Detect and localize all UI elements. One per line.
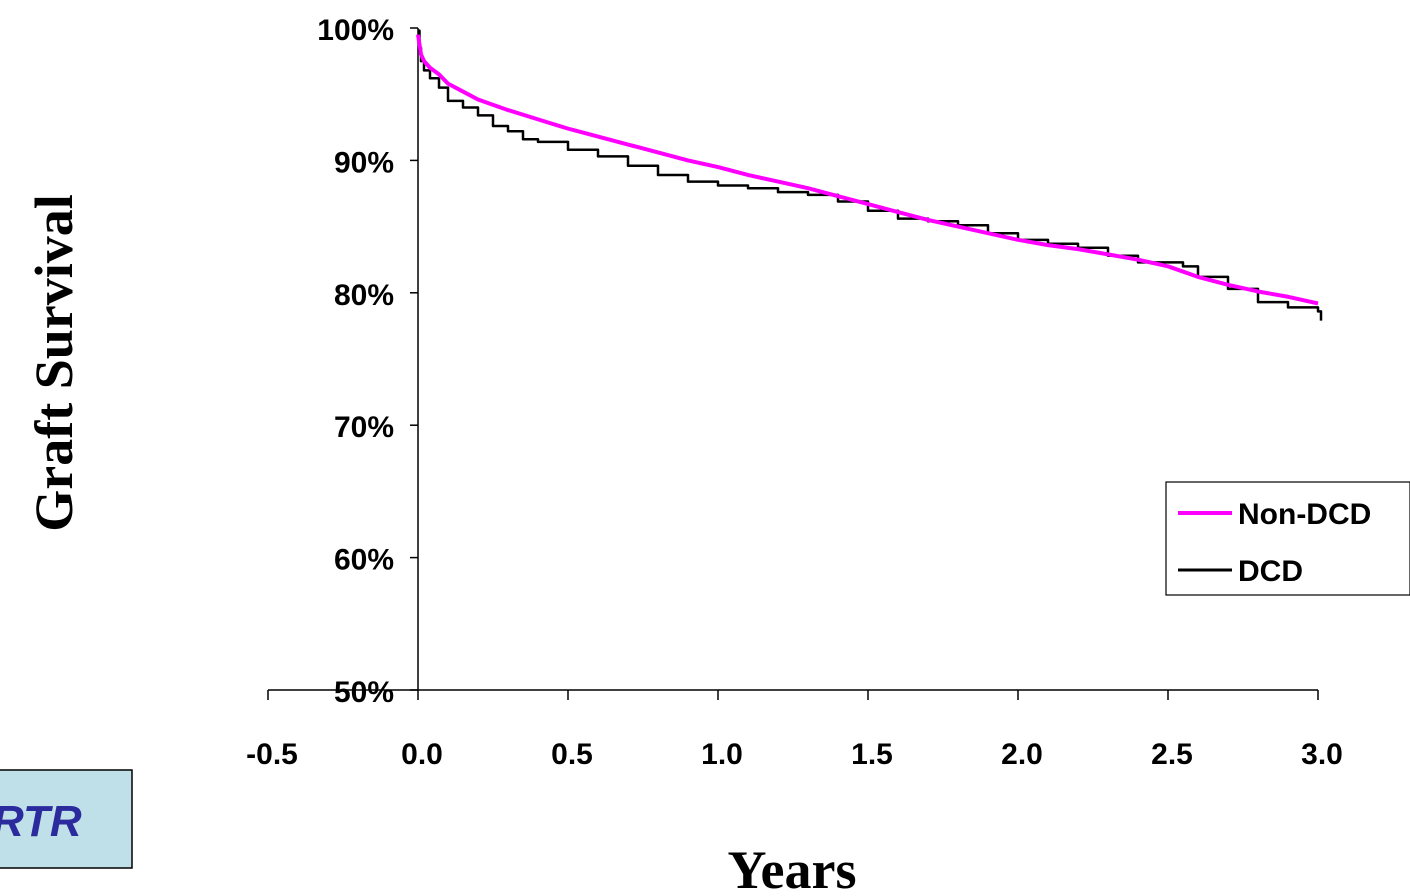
x-tick-label: 0.0 (401, 738, 443, 771)
x-axis-title: Years (728, 840, 857, 896)
legend-box (1165, 481, 1410, 596)
y-tick-label: 100% (317, 14, 394, 47)
rtr-logo: RTR (0, 769, 133, 869)
series-line-non-dcd (416, 34, 1319, 306)
legend-label-dcd: DCD (1238, 555, 1303, 588)
y-tick-label: 50% (334, 676, 394, 709)
y-tick-label: 80% (334, 279, 394, 312)
legend: Non-DCD DCD (1165, 481, 1410, 596)
y-tick-label: 60% (334, 544, 394, 577)
axes (268, 28, 1318, 691)
x-tick-label: 1.5 (851, 738, 893, 771)
x-tick-label: -0.5 (246, 738, 298, 771)
x-tick-label: 1.0 (701, 738, 743, 771)
y-ticks: 50% 60% 70% 80% 90% 100% (317, 14, 418, 709)
x-tick-label: 2.0 (1001, 738, 1043, 771)
legend-label-non-dcd: Non-DCD (1238, 498, 1371, 531)
x-tick-label: 0.5 (551, 738, 593, 771)
series-line-dcd (418, 29, 1323, 321)
y-axis-title: Graft Survival (24, 194, 84, 531)
y-tick-label: 70% (334, 411, 394, 444)
logo-box (0, 769, 133, 869)
x-ticks: -0.5 0.0 0.5 1.0 1.5 2.0 2.5 3.0 (246, 690, 1343, 771)
logo-text: RTR (0, 797, 82, 846)
x-tick-label: 2.5 (1151, 738, 1193, 771)
series-layer (416, 29, 1323, 321)
y-tick-label: 90% (334, 146, 394, 179)
x-tick-label: 3.0 (1301, 738, 1343, 771)
